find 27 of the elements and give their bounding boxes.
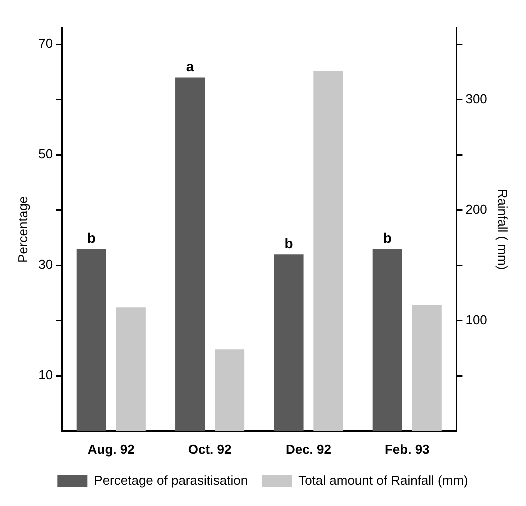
- y-tick-label: 50: [38, 146, 54, 162]
- y2-axis-title: Rainfall ( mm): [496, 189, 511, 270]
- y2-tick-label: 200: [466, 202, 488, 217]
- data-label: b: [87, 230, 96, 246]
- y-tick-label: 30: [38, 257, 54, 272]
- y-tick-label: 70: [38, 36, 54, 52]
- bar: [214, 350, 245, 432]
- y2-tick-label: 300: [466, 91, 488, 106]
- y-axis-title: Percentage: [15, 196, 30, 263]
- data-label: b: [383, 230, 392, 246]
- bar: [176, 78, 206, 432]
- legend-label: Total amount of Rainfall (mm): [298, 473, 468, 488]
- x-tick-label: Oct. 92: [188, 442, 232, 457]
- bar: [372, 249, 402, 432]
- bar: [76, 249, 106, 432]
- x-tick-label: Dec. 92: [286, 442, 332, 457]
- x-tick-label: Aug. 92: [88, 442, 135, 457]
- bar: [116, 308, 146, 432]
- data-label: b: [284, 235, 294, 252]
- bar: [412, 305, 442, 432]
- y2-tick-label: 100: [466, 312, 488, 328]
- y-tick-label: 10: [38, 368, 54, 383]
- x-tick-label: Feb. 93: [384, 442, 430, 457]
- bar: [314, 71, 344, 432]
- legend-label: Percetage of parasitisation: [94, 473, 248, 488]
- data-label: a: [186, 58, 194, 75]
- bar: [274, 254, 304, 432]
